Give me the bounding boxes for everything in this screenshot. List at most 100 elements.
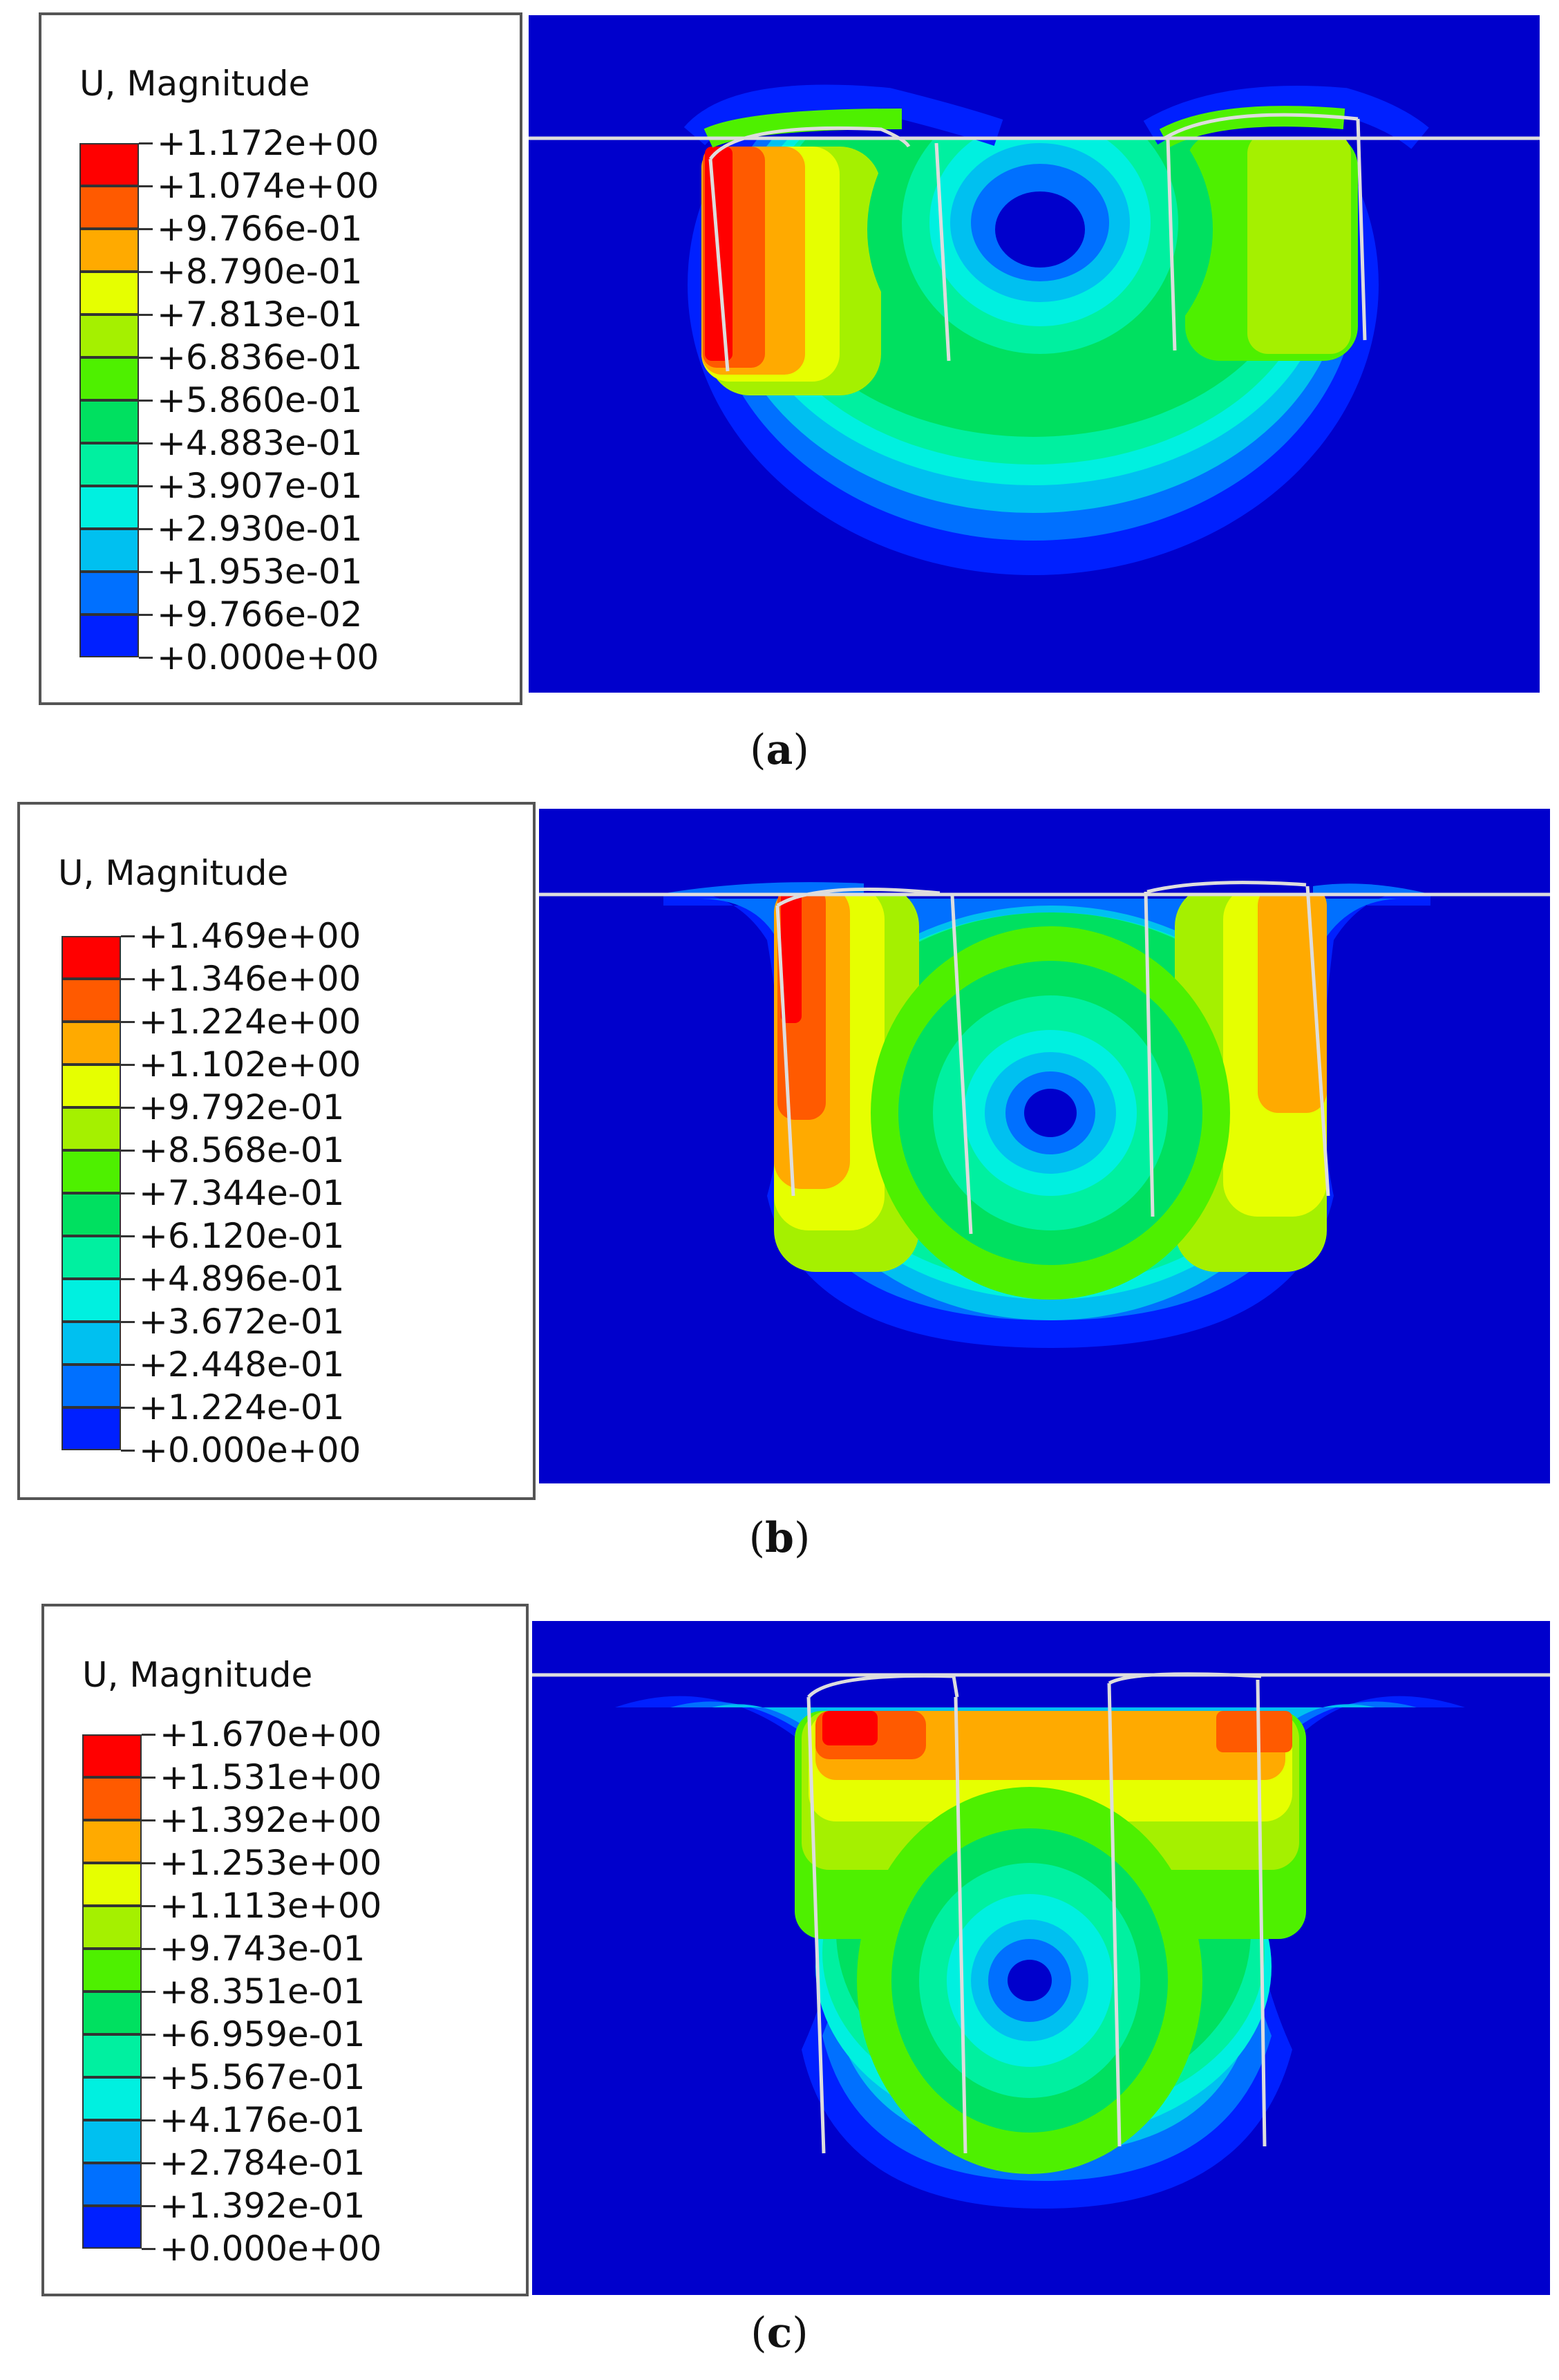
legend-level-label: +0.000e+00 (139, 1430, 361, 1470)
legend-swatch (82, 2034, 142, 2077)
legend-level-label: +9.792e-01 (139, 1087, 345, 1127)
legend-swatch (82, 1777, 142, 1820)
legend-swatch (79, 143, 139, 186)
legend-tick (142, 1777, 155, 1779)
legend-title-b: U, Magnitude (58, 853, 289, 893)
legend-level-label: +7.813e-01 (157, 294, 363, 335)
legend-swatch (79, 572, 139, 615)
legend-level-label: +4.883e-01 (157, 423, 363, 463)
legend-title-c: U, Magnitude (82, 1655, 313, 1695)
legend-tick (142, 2077, 155, 2079)
legend-level-label: +9.766e-01 (157, 209, 363, 249)
caption-label-b: b (765, 1514, 794, 1562)
legend-level-label: +1.953e-01 (157, 552, 363, 592)
legend-swatch (62, 1193, 121, 1236)
caption-label-c: c (766, 2309, 793, 2357)
caption-c: (c) (750, 2309, 809, 2357)
legend-tick (142, 1905, 155, 1907)
legend-swatch (62, 1150, 121, 1193)
legend-tick (142, 2248, 155, 2250)
caption-b: (b) (748, 1514, 811, 1562)
legend-swatch (79, 486, 139, 529)
legend-level-label: +1.392e+00 (160, 1800, 382, 1840)
legend-level-label: +1.392e-01 (160, 2186, 366, 2226)
legend-swatch (62, 1365, 121, 1407)
legend-swatch (82, 1906, 142, 1949)
legend-tick (121, 1192, 135, 1194)
legend-swatch (62, 979, 121, 1022)
legend-tick (142, 1862, 155, 1864)
legend-tick (121, 935, 135, 937)
legend-swatch (62, 1107, 121, 1150)
legend-tick (139, 228, 153, 230)
legend-level-label: +1.346e+00 (139, 959, 361, 999)
color-scale-c: +1.670e+00 +1.531e+00 +1.392e+00 +1.253e+00… (82, 1717, 525, 2274)
legend-c: U, Magnitude +1.670e+00 +1.531e+00 +1.392e… (41, 1604, 529, 2296)
legend-level-label: +7.344e-01 (139, 1173, 345, 1213)
contour-plot-a (529, 15, 1540, 693)
legend-level-label: +2.784e-01 (160, 2143, 366, 2183)
panel-c: U, Magnitude +1.670e+00 +1.531e+00 +1.392e… (0, 1590, 1559, 2380)
legend-tick (142, 2034, 155, 2036)
legend-level-label: +5.860e-01 (157, 380, 363, 420)
legend-tick (121, 1364, 135, 1366)
legend-tick (142, 2162, 155, 2164)
legend-tick (139, 657, 153, 659)
legend-level-label: +0.000e+00 (160, 2229, 382, 2269)
panel-b: U, Magnitude +1.469e+00 +1.346e+00 +1.224e… (0, 795, 1559, 1590)
legend-swatch (82, 2077, 142, 2120)
legend-level-label: +1.224e-01 (139, 1387, 345, 1427)
legend-tick (121, 1235, 135, 1237)
caption-label-a: a (766, 726, 793, 774)
legend-level-label: +1.253e+00 (160, 1843, 382, 1883)
legend-level-label: +4.176e-01 (160, 2100, 366, 2140)
legend-swatch (79, 443, 139, 486)
legend-swatch (79, 229, 139, 272)
legend-tick (139, 485, 153, 487)
legend-swatch (79, 315, 139, 357)
legend-tick (121, 1407, 135, 1409)
legend-swatch (79, 615, 139, 657)
legend-swatch (82, 1734, 142, 1777)
legend-level-label: +1.224e+00 (139, 1002, 361, 1042)
legend-level-label: +8.351e-01 (160, 1971, 366, 2012)
legend-tick (142, 1819, 155, 1821)
color-scale-b: +1.469e+00 +1.346e+00 +1.224e+00 +1.102e+00… (62, 919, 538, 1475)
legend-swatch (62, 1407, 121, 1450)
legend-tick (139, 400, 153, 402)
legend-level-label: +5.567e-01 (160, 2057, 366, 2097)
legend-level-label: +0.000e+00 (157, 637, 379, 677)
legend-swatch (79, 272, 139, 315)
legend-swatch (79, 186, 139, 229)
legend-swatch (79, 400, 139, 443)
legend-level-label: +6.959e-01 (160, 2014, 366, 2054)
legend-level-label: +1.074e+00 (157, 166, 379, 206)
legend-level-label: +1.113e+00 (160, 1886, 382, 1926)
legend-tick (121, 978, 135, 980)
legend-swatch (82, 2120, 142, 2163)
legend-level-label: +2.448e-01 (139, 1344, 345, 1385)
caption-a: (a) (750, 726, 809, 774)
contour-plot-c (532, 1621, 1550, 2295)
legend-tick (142, 2119, 155, 2121)
color-scale-a: +1.172e+00 +1.074e+00 +9.766e-01 +8.790e-01… (79, 126, 536, 682)
legend-tick (121, 1021, 135, 1023)
legend-swatch (62, 1022, 121, 1065)
legend-level-label: +3.672e-01 (139, 1302, 345, 1342)
legend-tick (142, 2205, 155, 2207)
legend-swatch (82, 2206, 142, 2249)
legend-swatch (62, 1279, 121, 1322)
legend-a: U, Magnitude +1.172e+00 +1.074e+00 +9.766e… (39, 12, 522, 705)
legend-tick (139, 442, 153, 444)
legend-level-label: +1.469e+00 (139, 916, 361, 956)
legend-tick (121, 1321, 135, 1323)
legend-level-label: +4.896e-01 (139, 1259, 345, 1299)
legend-tick (121, 1150, 135, 1152)
legend-level-label: +6.120e-01 (139, 1216, 345, 1256)
legend-level-label: +6.836e-01 (157, 337, 363, 377)
legend-swatch (82, 1820, 142, 1863)
legend-level-label: +1.670e+00 (160, 1714, 382, 1754)
legend-swatch (79, 529, 139, 572)
legend-tick (139, 271, 153, 273)
legend-level-label: +1.531e+00 (160, 1757, 382, 1797)
